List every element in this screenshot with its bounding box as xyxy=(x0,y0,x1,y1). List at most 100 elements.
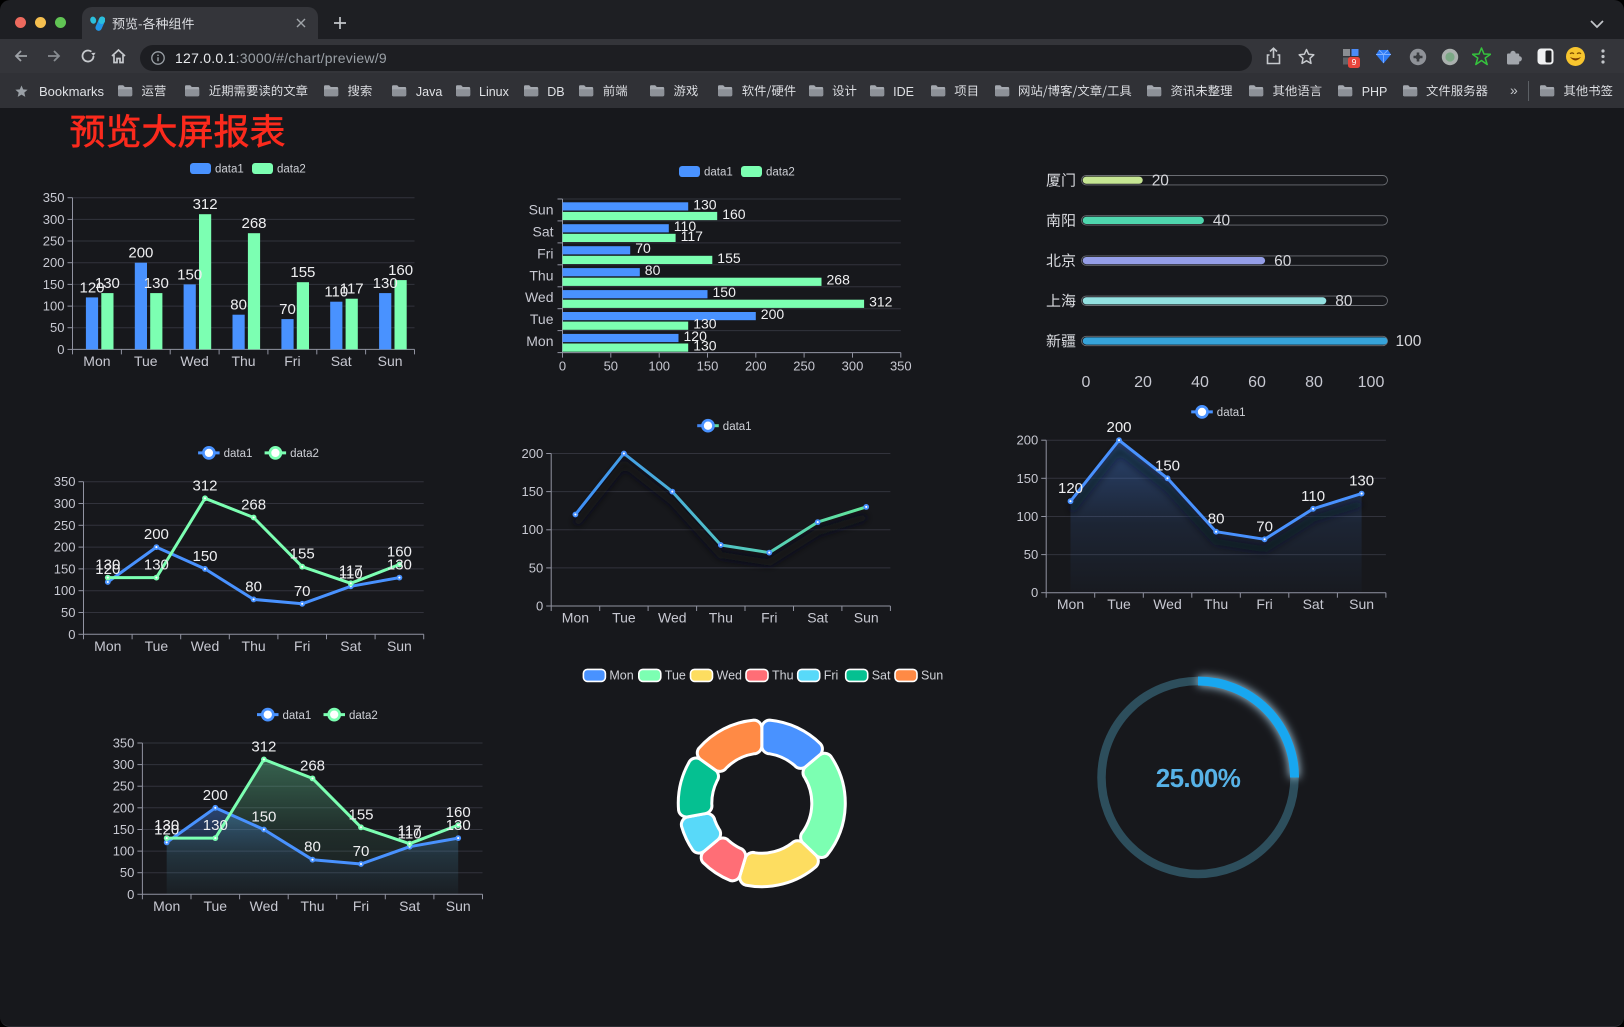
svg-text:0: 0 xyxy=(536,599,543,614)
svg-text:Sun: Sun xyxy=(387,638,412,654)
svg-text:300: 300 xyxy=(54,496,76,511)
svg-text:120: 120 xyxy=(154,821,179,838)
svg-text:117: 117 xyxy=(681,228,704,244)
svg-text:Sat: Sat xyxy=(399,898,420,914)
svg-text:70: 70 xyxy=(279,301,296,318)
svg-text:Sat: Sat xyxy=(872,669,891,683)
svg-text:200: 200 xyxy=(521,446,543,461)
svg-text:312: 312 xyxy=(251,738,276,755)
svg-text:100: 100 xyxy=(648,359,670,374)
svg-text:Thu: Thu xyxy=(231,353,255,369)
svg-text:268: 268 xyxy=(300,757,325,774)
svg-text:Sun: Sun xyxy=(921,669,943,683)
svg-text:130: 130 xyxy=(373,275,398,292)
svg-text:Fri: Fri xyxy=(284,353,300,369)
svg-text:70: 70 xyxy=(353,843,370,860)
svg-text:130: 130 xyxy=(95,557,120,574)
svg-text:117: 117 xyxy=(339,562,363,579)
svg-text:data1: data1 xyxy=(224,448,253,460)
svg-text:160: 160 xyxy=(722,206,746,222)
svg-text:data1: data1 xyxy=(215,164,244,176)
svg-text:70: 70 xyxy=(635,240,651,256)
svg-text:250: 250 xyxy=(793,359,815,374)
svg-text:25.00%: 25.00% xyxy=(1156,763,1241,793)
svg-text:20: 20 xyxy=(1152,172,1170,189)
svg-text:0: 0 xyxy=(57,342,64,357)
svg-text:0: 0 xyxy=(559,359,566,374)
svg-text:100: 100 xyxy=(43,299,65,314)
svg-text:Wed: Wed xyxy=(658,610,687,626)
svg-text:155: 155 xyxy=(290,264,315,281)
svg-text:Thu: Thu xyxy=(300,898,324,914)
svg-text:Tue: Tue xyxy=(134,353,158,369)
svg-text:data1: data1 xyxy=(283,710,312,722)
svg-text:120: 120 xyxy=(1058,480,1083,497)
svg-text:Sun: Sun xyxy=(1349,596,1374,612)
svg-text:0: 0 xyxy=(1031,585,1038,600)
svg-text:Tue: Tue xyxy=(530,311,554,327)
svg-text:110: 110 xyxy=(398,826,422,843)
svg-text:50: 50 xyxy=(61,605,75,620)
svg-text:Thu: Thu xyxy=(772,669,794,683)
svg-text:20: 20 xyxy=(1134,374,1152,391)
svg-text:Sun: Sun xyxy=(378,353,403,369)
svg-text:40: 40 xyxy=(1213,213,1231,230)
svg-text:Wed: Wed xyxy=(191,638,220,654)
svg-text:Thu: Thu xyxy=(1204,596,1228,612)
svg-text:110: 110 xyxy=(674,218,697,234)
svg-text:130: 130 xyxy=(693,316,717,332)
svg-text:100: 100 xyxy=(521,522,543,537)
svg-text:80: 80 xyxy=(645,262,661,278)
svg-text:60: 60 xyxy=(1248,374,1266,391)
svg-text:110: 110 xyxy=(339,565,363,582)
svg-text:Mon: Mon xyxy=(526,333,553,349)
svg-text:200: 200 xyxy=(128,245,153,262)
svg-text:50: 50 xyxy=(120,865,134,880)
svg-text:130: 130 xyxy=(1349,473,1374,490)
svg-text:50: 50 xyxy=(529,560,543,575)
svg-text:200: 200 xyxy=(203,787,228,804)
svg-text:data1: data1 xyxy=(723,421,752,433)
svg-text:120: 120 xyxy=(95,561,120,578)
svg-text:Sun: Sun xyxy=(446,898,471,914)
svg-text:110: 110 xyxy=(1301,488,1325,505)
svg-text:130: 130 xyxy=(693,196,717,212)
svg-text:150: 150 xyxy=(113,822,135,837)
svg-text:117: 117 xyxy=(398,823,422,840)
svg-text:350: 350 xyxy=(54,474,76,489)
svg-text:data2: data2 xyxy=(277,164,306,176)
svg-text:Sat: Sat xyxy=(807,610,828,626)
svg-text:Sat: Sat xyxy=(331,353,352,369)
svg-text:200: 200 xyxy=(745,359,767,374)
svg-text:Sat: Sat xyxy=(1303,596,1324,612)
svg-text:data2: data2 xyxy=(349,710,378,722)
svg-text:Wed: Wed xyxy=(180,353,209,369)
svg-text:200: 200 xyxy=(113,800,135,815)
svg-text:100: 100 xyxy=(1358,374,1385,391)
svg-text:350: 350 xyxy=(890,359,912,374)
svg-text:150: 150 xyxy=(192,548,217,565)
svg-text:150: 150 xyxy=(713,284,737,300)
svg-text:80: 80 xyxy=(245,578,262,595)
svg-text:155: 155 xyxy=(717,250,741,266)
svg-text:268: 268 xyxy=(241,497,266,514)
svg-text:70: 70 xyxy=(1256,518,1273,535)
svg-text:Sun: Sun xyxy=(529,202,554,218)
svg-text:80: 80 xyxy=(1335,293,1353,310)
svg-text:Mon: Mon xyxy=(153,898,180,914)
svg-text:Mon: Mon xyxy=(83,353,110,369)
svg-text:Wed: Wed xyxy=(717,669,743,683)
svg-text:50: 50 xyxy=(604,359,618,374)
svg-text:130: 130 xyxy=(446,817,471,834)
svg-text:312: 312 xyxy=(192,477,217,494)
svg-text:312: 312 xyxy=(193,196,218,213)
svg-text:312: 312 xyxy=(869,294,893,310)
svg-text:70: 70 xyxy=(294,583,311,600)
svg-text:268: 268 xyxy=(827,272,851,288)
svg-text:Fri: Fri xyxy=(824,669,839,683)
svg-text:Fri: Fri xyxy=(1256,596,1272,612)
svg-text:100: 100 xyxy=(54,583,76,598)
svg-text:160: 160 xyxy=(446,804,471,821)
svg-text:Thu: Thu xyxy=(242,638,266,654)
svg-text:80: 80 xyxy=(304,839,321,856)
